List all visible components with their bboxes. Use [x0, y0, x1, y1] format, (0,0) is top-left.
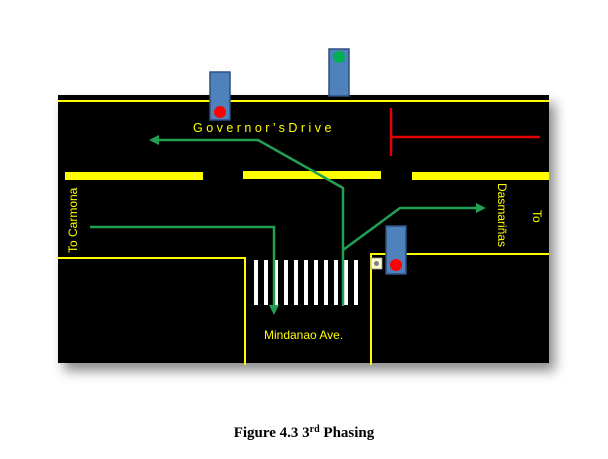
median-bar-west	[65, 172, 203, 180]
label-dasmarinas: Dasmariñas	[495, 183, 509, 247]
label-to-carmona: To Carmona	[66, 187, 80, 253]
figure-caption: Figure 4.3 3rd Phasing	[0, 424, 608, 442]
road-background	[58, 95, 549, 363]
stop-line	[389, 108, 540, 156]
label-governors-drive: G o v e r n o r ’ s D r i v e	[193, 121, 332, 135]
southwest-curb-line	[58, 257, 246, 365]
arrow-right-turn-to-dasmarinas	[342, 203, 486, 252]
southeast-curb-line	[370, 253, 549, 365]
label-mindanao-ave: Mindanao Ave.	[264, 328, 343, 342]
pedestrian-button-icon	[370, 257, 383, 270]
pedestrian-crosswalk	[254, 260, 358, 305]
arrow-left-turn-to-carmona	[149, 135, 345, 306]
arrow-carmona-to-mindanao	[90, 225, 279, 315]
signal-north-east	[328, 48, 350, 97]
caption-suffix: Phasing	[319, 425, 375, 441]
signal-south-east	[385, 225, 407, 275]
label-to: To	[530, 210, 544, 223]
median-bar-east	[412, 172, 549, 180]
caption-superscript: rd	[309, 424, 320, 435]
caption-prefix: Figure 4.3 3	[233, 425, 310, 441]
signal-north-west	[209, 71, 231, 121]
median-bar-center	[243, 171, 381, 179]
